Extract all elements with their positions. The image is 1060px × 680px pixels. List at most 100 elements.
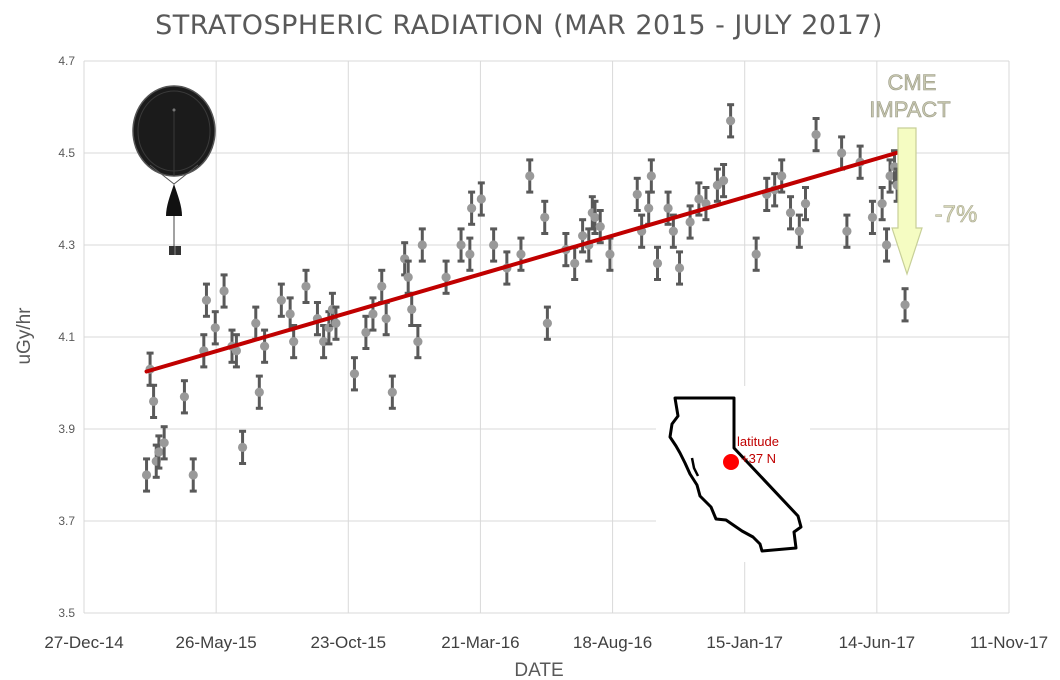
y-tick-label: 4.5 [58,146,75,160]
data-point [674,250,685,286]
point-marker [407,304,417,314]
data-point [179,379,190,415]
y-tick-label: 3.9 [58,422,75,436]
data-point [489,227,499,263]
point-marker [540,212,550,222]
data-point [276,282,286,318]
point-marker [387,387,397,397]
y-tick-labels: 3.5 3.7 3.9 4.1 4.3 4.5 4.7 [58,54,75,620]
data-point [237,429,248,465]
chart-title: STRATOSPHERIC RADIATION (MAR 2015 - JULY… [155,10,883,41]
data-point [400,241,410,277]
y-tick-label: 4.7 [58,54,75,68]
data-point [525,158,535,194]
point-marker [377,281,387,291]
data-point [417,227,427,263]
data-point [331,305,341,341]
point-marker [403,272,413,282]
data-point [785,195,796,231]
point-marker [663,203,673,213]
point-marker [777,171,787,181]
point-marker [877,199,887,209]
data-point [199,333,209,369]
data-point [413,324,423,360]
point-marker [301,281,311,291]
point-marker [413,337,423,347]
point-marker [668,226,678,236]
data-point [867,199,878,235]
data-point [516,236,526,272]
data-point [646,158,656,194]
data-point [885,158,895,194]
x-tick-label: 15-Jan-17 [706,633,783,652]
point-marker [489,240,499,250]
point-marker [837,148,847,158]
data-point [632,176,642,212]
data-point [570,245,580,281]
y-tick-label: 4.1 [58,330,75,344]
data-point [251,305,261,341]
data-point [726,103,736,139]
point-marker [794,226,804,236]
point-marker [785,208,796,218]
data-point [407,291,417,327]
trend-line [144,151,899,374]
x-tick-labels: 27-Dec-14 26-May-15 23-Oct-15 21-Mar-16 18-A… [44,633,1048,652]
point-marker [881,240,892,250]
point-marker [154,447,164,457]
point-marker [361,327,371,337]
data-point [465,236,475,272]
x-tick-label: 21-Mar-16 [441,633,519,652]
cme-label-line1: CME [888,70,937,95]
point-marker [148,396,159,406]
data-point [312,301,323,337]
point-marker [652,258,663,268]
data-point [467,190,477,226]
drop-label: -7% [935,201,978,228]
point-marker [188,470,198,480]
point-marker [674,263,685,273]
data-point [154,434,164,470]
point-marker [811,130,821,140]
point-marker [542,318,552,328]
point-marker [276,295,286,305]
data-point [387,374,397,410]
data-point [718,163,729,199]
point-marker [605,249,615,259]
point-marker [368,309,378,319]
data-point [361,314,371,350]
data-point [476,181,486,217]
y-tick-label: 4.3 [58,238,75,252]
point-marker [694,194,704,204]
point-marker [237,442,248,452]
data-point [368,296,378,332]
x-tick-label: 26-May-15 [176,633,257,652]
point-marker [595,222,605,232]
point-marker [285,309,295,319]
point-marker [726,116,736,126]
point-marker [867,212,878,222]
x-tick-label: 23-Oct-15 [310,633,386,652]
point-marker [251,318,261,328]
down-arrow-icon [891,127,923,276]
data-point [540,199,550,235]
point-marker [441,272,451,282]
data-point [141,457,152,493]
point-marker [141,470,152,480]
data-point [668,213,678,249]
point-marker [751,249,761,259]
point-marker [254,387,264,397]
data-point [837,135,847,171]
point-marker [210,323,220,333]
point-marker [516,249,526,259]
cme-label-line2: IMPACT [869,97,950,122]
data-points [141,103,910,493]
data-point [219,273,229,309]
x-tick-label: 14-Jun-17 [839,633,916,652]
data-point [881,227,892,263]
point-marker [179,392,190,402]
data-point [637,213,647,249]
data-point [254,374,264,410]
data-point [811,117,821,153]
